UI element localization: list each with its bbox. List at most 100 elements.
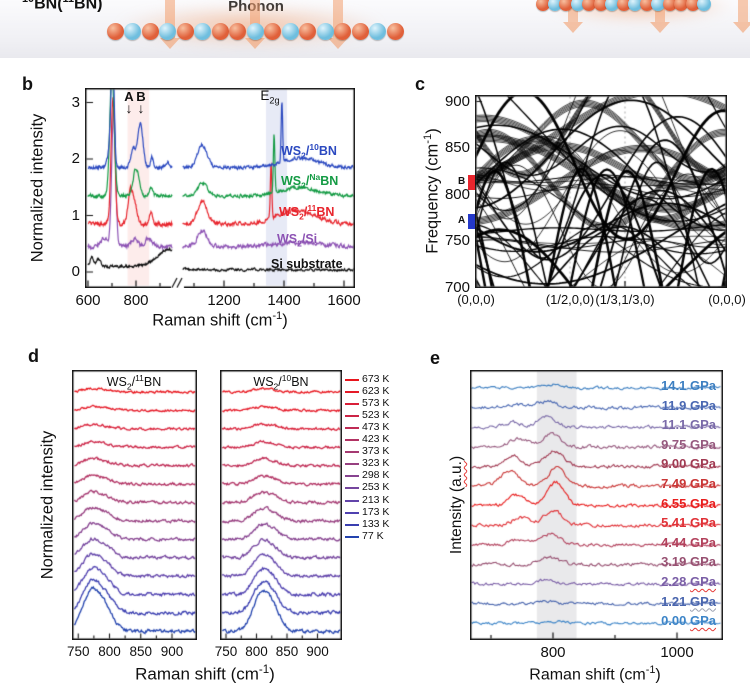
e-pressure-label: 11.1 GPa <box>661 417 716 433</box>
d-legend-label: 673 K <box>362 372 390 385</box>
panel-b-plot-canvas <box>85 88 355 288</box>
boron-atom <box>299 22 316 40</box>
e-pressure-label: 14.1 GPa <box>661 378 716 393</box>
e-pressure-label: 3.19 GPa <box>661 554 716 570</box>
d-legend-line <box>345 475 359 478</box>
panel-d-xlabel: Raman shift (cm-1) <box>135 664 275 684</box>
panel-e-plot <box>470 370 723 640</box>
nitrogen-atom <box>194 22 211 40</box>
d-xtick-label: 800 <box>245 644 268 659</box>
d-legend-label: 133 K <box>362 517 390 530</box>
nitrogen-atom <box>697 0 711 11</box>
c-ytick-label: 900 <box>444 92 470 110</box>
phonon-arrow-icon <box>568 0 578 22</box>
boron-atom <box>582 0 596 11</box>
boron-atom <box>334 22 351 40</box>
panel-c-letter: c <box>415 74 426 94</box>
d-legend-label: 77 K <box>362 529 384 542</box>
panel-b-ylabel: Normalized intensity <box>28 113 47 263</box>
d-legend-line <box>345 378 359 381</box>
phonon-arrow-head-icon <box>245 38 265 49</box>
d-legend-line <box>345 499 359 502</box>
d-legend-label: 373 K <box>362 445 390 458</box>
panel-e-plot-canvas <box>470 370 723 640</box>
d-xtick-label: 900 <box>160 644 184 659</box>
boron-atom <box>229 22 246 40</box>
nitrogen-atom <box>651 0 665 11</box>
boron-atom <box>211 22 229 40</box>
e-xtick-label: 800 <box>540 644 566 661</box>
d-legend-label: 573 K <box>362 396 390 409</box>
boron-atom <box>559 0 573 11</box>
d-legend-label: 173 K <box>362 505 390 518</box>
c-marker-label-A: A <box>458 215 466 227</box>
c-xnode-label: (1/3,1/3,0) <box>595 292 655 307</box>
boron-atom <box>639 0 654 11</box>
nitrogen-atom <box>316 22 334 40</box>
panel-d-left-canvas <box>72 370 197 640</box>
b-series-label: WS2/11BN <box>279 203 335 222</box>
b-series-label: WS2/NaBN <box>281 172 339 191</box>
panel-e-letter: e <box>430 348 441 368</box>
nitrogen-atom <box>124 22 141 40</box>
nitrogen-atom <box>628 0 642 11</box>
d-legend-label: 253 K <box>362 481 390 494</box>
d-legend-label: 213 K <box>362 493 390 506</box>
panel-c-plot <box>475 95 727 288</box>
d-xtick-label: 800 <box>98 644 121 659</box>
nitrogen-atom <box>246 22 264 40</box>
nitrogen-atom <box>547 0 562 11</box>
panel-d-ylabel: Normalized intensity <box>38 430 57 580</box>
panel-e-xlabel: Raman shift (cm-1) <box>529 664 661 684</box>
boron-atom <box>616 0 631 11</box>
nitrogen-atom <box>369 22 386 40</box>
d-legend-line <box>345 535 359 538</box>
phonon-arrow-icon <box>250 0 260 38</box>
d-xtick-label: 850 <box>275 644 299 659</box>
b-xtick-label: 1400 <box>267 292 301 309</box>
phonon-arrow-icon <box>655 0 665 22</box>
d-legend-line <box>345 439 359 441</box>
b-ytick-label: 0 <box>71 263 80 280</box>
boron-atom <box>674 0 688 11</box>
e-pressure-label: 11.9 GPa <box>661 397 716 413</box>
e-pressure-label: 0.00 GPa <box>661 613 716 629</box>
boron-atom <box>141 22 159 40</box>
d-legend-line <box>345 402 359 405</box>
b-xtick-label: 1600 <box>327 292 361 309</box>
e-pressure-label: 4.44 GPa <box>661 534 716 550</box>
d-legend-label: 473 K <box>362 420 390 433</box>
panel-d-right-canvas <box>220 370 342 640</box>
c-xnode-label: (0,0,0) <box>457 292 495 307</box>
phonon-arrow-head-icon <box>563 22 583 33</box>
d-legend-label: 623 K <box>362 384 390 397</box>
d-legend-line <box>345 463 359 466</box>
boron-atom <box>176 22 194 40</box>
d-xtick-label: 750 <box>214 644 238 659</box>
phonon-arrow-head-icon <box>733 22 750 33</box>
panel-a-illustration: 10BN(11BN) Phonon <box>0 0 750 58</box>
e-pressure-label: 9.00 GPa <box>661 456 716 472</box>
b-series-label: Si substrate <box>271 257 343 271</box>
panel-d-letter: d <box>28 346 39 366</box>
c-marker-B <box>468 175 475 191</box>
c-ytick-label: 850 <box>444 139 470 157</box>
boron-atom <box>264 22 281 40</box>
d-legend-label: 523 K <box>362 408 390 421</box>
d-xtick-label: 750 <box>66 644 90 659</box>
b-series-label: WS2/Si <box>277 232 318 249</box>
panel-b-annotation-A: A <box>124 89 134 104</box>
c-xnode-label: (1/2,0,0) <box>545 292 595 307</box>
e-pressure-label: 6.55 GPa <box>661 495 716 511</box>
panel-b-arrow-A-icon: ↓ <box>125 100 133 116</box>
panel-d-plot-left <box>72 370 197 640</box>
panel-b-xlabel: Raman shift (cm-1) <box>152 310 288 330</box>
e-pressure-label: 5.41 GPa <box>661 515 716 531</box>
panel-e-ylabel: Intensity (a.u.) <box>448 455 465 555</box>
d-legend-line <box>345 426 359 429</box>
boron-atom <box>662 0 677 11</box>
c-marker-label-B: B <box>458 176 466 188</box>
panel-d-left-title: WS2/11BN <box>106 373 162 392</box>
d-legend-line <box>345 487 359 490</box>
